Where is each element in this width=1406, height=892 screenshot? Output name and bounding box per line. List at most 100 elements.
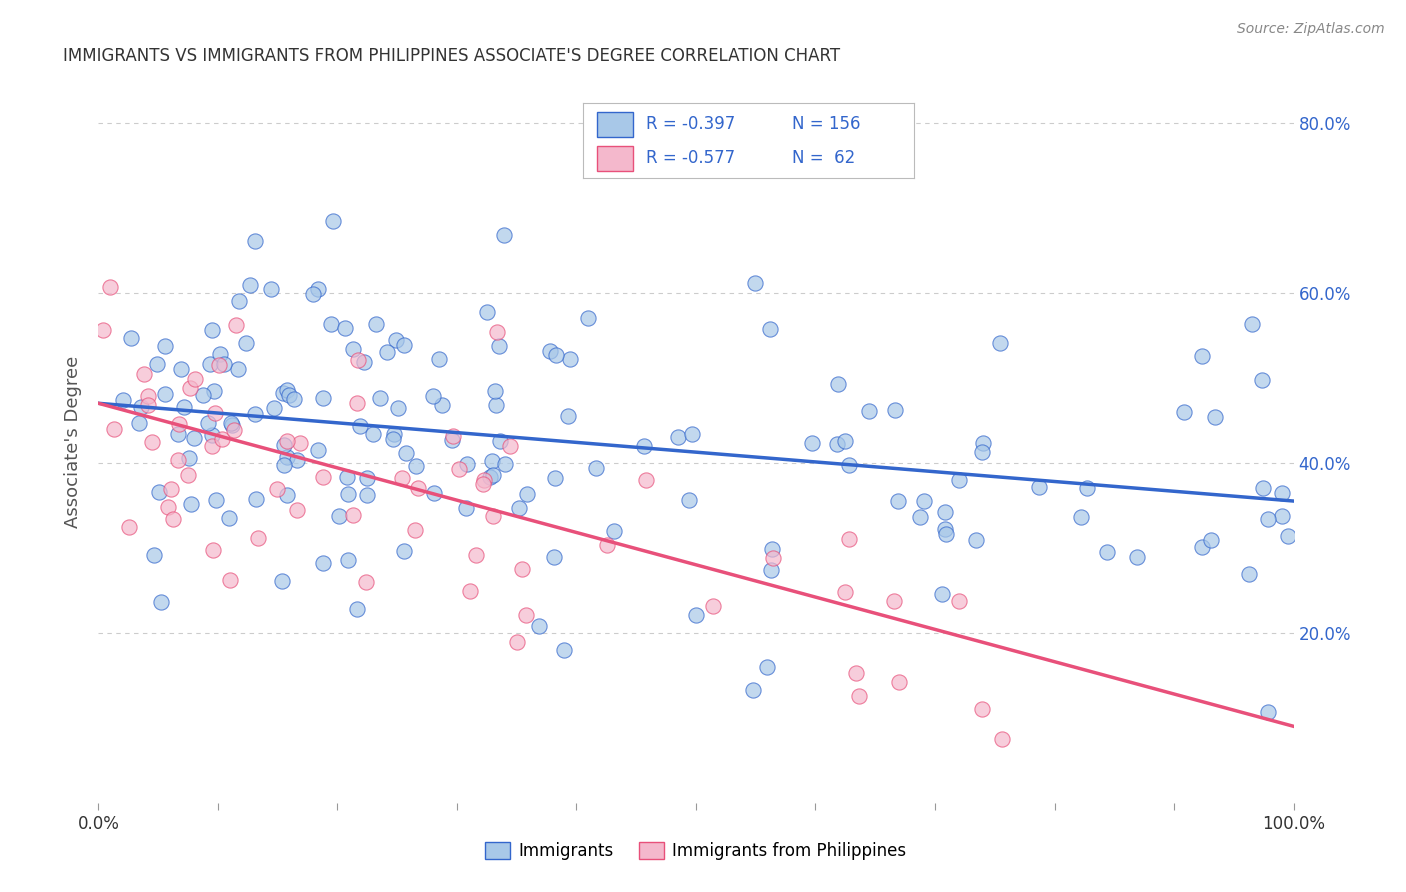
- Point: [948, 593, 970, 607]
- Point: [167, 426, 190, 441]
- Point: [1173, 405, 1195, 419]
- Point: [404, 524, 426, 538]
- Point: [1257, 705, 1279, 719]
- Point: [465, 548, 488, 562]
- Point: [283, 392, 305, 406]
- Point: [471, 476, 494, 491]
- Point: [211, 432, 233, 446]
- Point: [456, 500, 478, 515]
- Point: [180, 498, 202, 512]
- Point: [596, 537, 619, 551]
- Point: [427, 351, 450, 366]
- Point: [553, 643, 575, 657]
- Point: [225, 318, 247, 333]
- Point: [1251, 481, 1274, 495]
- Point: [512, 562, 534, 576]
- Point: [1271, 486, 1294, 500]
- Point: [354, 574, 377, 589]
- Point: [489, 434, 512, 448]
- Point: [515, 607, 537, 622]
- Point: [1271, 508, 1294, 523]
- Point: [128, 416, 150, 430]
- Point: [1204, 410, 1226, 425]
- Point: [118, 520, 141, 534]
- Point: [219, 417, 242, 431]
- Point: [221, 418, 243, 433]
- Point: [395, 446, 418, 460]
- Point: [800, 436, 823, 450]
- Point: [441, 429, 464, 443]
- Point: [827, 377, 849, 392]
- Point: [883, 594, 905, 608]
- Point: [1028, 480, 1050, 494]
- Point: [1191, 540, 1213, 554]
- Point: [235, 335, 257, 350]
- Point: [361, 427, 384, 442]
- Point: [478, 469, 501, 483]
- Point: [141, 435, 163, 450]
- Point: [353, 354, 375, 368]
- Point: [167, 417, 190, 431]
- Point: [273, 458, 295, 472]
- Point: [177, 451, 200, 466]
- Point: [150, 595, 173, 609]
- Point: [319, 318, 342, 332]
- Point: [634, 473, 657, 487]
- Point: [170, 361, 193, 376]
- Point: [838, 458, 860, 472]
- Text: R = -0.397: R = -0.397: [647, 115, 735, 133]
- Point: [508, 501, 530, 516]
- Point: [516, 487, 538, 501]
- Point: [481, 454, 503, 468]
- Point: [988, 335, 1011, 350]
- Point: [456, 457, 478, 471]
- Text: N =  62: N = 62: [792, 149, 855, 167]
- Point: [494, 227, 516, 242]
- Point: [1250, 373, 1272, 387]
- Point: [312, 469, 335, 483]
- Point: [585, 461, 607, 475]
- Point: [485, 325, 508, 339]
- Point: [756, 660, 779, 674]
- Point: [197, 416, 219, 430]
- Point: [557, 409, 579, 423]
- Point: [685, 607, 707, 622]
- Point: [1095, 544, 1118, 558]
- Point: [845, 665, 868, 680]
- Point: [368, 391, 391, 405]
- Point: [934, 522, 956, 536]
- Point: [408, 481, 430, 495]
- Point: [208, 347, 231, 361]
- Point: [382, 432, 405, 446]
- Point: [100, 280, 122, 294]
- Point: [544, 471, 567, 485]
- Point: [204, 406, 226, 420]
- Point: [484, 384, 506, 398]
- Point: [558, 352, 581, 367]
- Point: [834, 585, 856, 599]
- Point: [285, 503, 308, 517]
- Point: [193, 388, 215, 402]
- Point: [243, 235, 266, 249]
- Point: [260, 281, 283, 295]
- Point: [1239, 567, 1261, 582]
- Point: [485, 398, 508, 412]
- Point: [482, 509, 505, 524]
- Point: [166, 453, 188, 467]
- Point: [146, 357, 169, 371]
- Point: [202, 384, 225, 398]
- Point: [208, 358, 231, 372]
- Point: [311, 556, 333, 570]
- Point: [762, 550, 785, 565]
- Point: [538, 343, 561, 358]
- Point: [931, 587, 953, 601]
- Legend: Immigrants, Immigrants from Philippines: Immigrants, Immigrants from Philippines: [479, 835, 912, 867]
- Point: [702, 599, 724, 613]
- Point: [972, 435, 994, 450]
- Point: [200, 357, 222, 371]
- Point: [333, 321, 356, 335]
- Point: [441, 433, 464, 447]
- Point: [271, 386, 294, 401]
- Point: [356, 487, 378, 501]
- Point: [328, 509, 350, 524]
